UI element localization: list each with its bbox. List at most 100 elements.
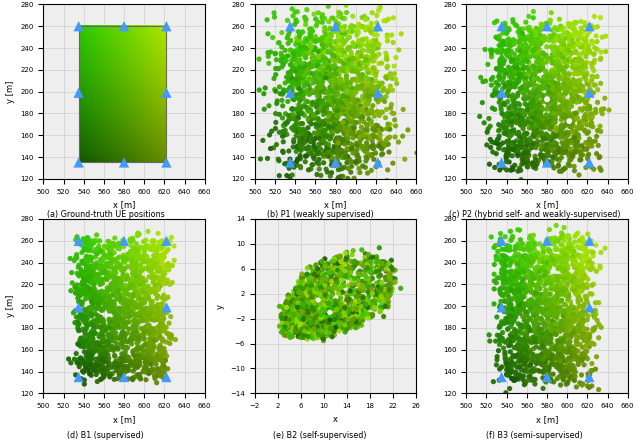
Point [486,76,497,83]
Point [107,343,117,350]
Point [548,102,558,109]
Point [125,237,135,244]
Point [89,346,99,353]
Point [296,287,307,294]
Point [337,35,347,42]
Point [565,272,575,279]
Point [579,145,589,152]
Point [575,55,585,62]
Point [324,285,334,292]
Point [516,342,527,349]
Point [343,99,353,106]
Point [538,49,548,56]
Point [318,137,328,144]
Point [577,43,587,50]
Point [303,46,313,53]
Point [538,362,548,369]
Point [554,65,564,72]
Point [387,101,397,108]
Point [294,312,304,319]
Point [528,160,538,167]
Point [340,303,351,310]
Point [106,300,116,307]
Point [514,66,524,73]
Point [361,302,371,309]
Point [69,356,79,363]
Point [133,295,143,302]
Point [327,87,337,94]
Point [552,155,562,162]
Point [544,36,554,43]
Point [324,76,335,83]
Point [329,97,339,104]
Point [562,249,572,256]
Point [305,26,315,33]
Point [301,54,311,61]
Point [340,321,350,328]
Point [516,263,526,271]
Point [135,310,145,317]
Point [299,290,309,297]
Point [119,259,129,266]
Point [525,316,535,323]
Point [558,347,568,354]
Point [148,259,158,267]
Point [548,37,559,44]
Point [80,291,90,298]
Point [112,312,122,320]
Point [76,338,86,345]
Point [312,304,322,311]
Point [310,44,320,51]
Point [92,232,102,239]
Point [550,132,561,139]
Point [508,255,518,262]
Point [526,144,536,151]
Point [345,63,355,70]
Point [331,120,341,127]
Point [113,259,124,267]
Point [311,121,321,128]
Point [322,143,332,150]
Point [548,133,558,141]
Point [531,144,541,151]
Point [301,21,311,28]
Point [604,107,614,114]
Point [276,52,287,59]
Point [156,280,166,287]
Point [298,95,308,102]
Point [312,287,323,294]
Point [551,150,561,157]
Point [529,309,539,316]
Point [141,368,151,375]
Point [301,67,311,74]
Point [532,305,542,312]
Point [527,103,537,110]
Point [81,339,92,346]
Point [287,160,297,167]
Point [540,297,550,305]
Point [342,153,353,160]
Point [296,305,307,312]
Point [374,41,384,48]
Point [107,264,117,271]
Point [499,79,509,86]
Point [597,34,607,41]
Point [317,82,328,89]
Point [328,271,338,278]
Point [538,369,548,376]
Point [112,295,122,302]
Point [276,29,287,36]
Point [514,118,524,126]
Point [514,271,524,278]
Point [157,237,168,244]
Point [323,330,333,337]
Point [558,142,568,149]
Point [585,139,595,146]
Point [131,267,141,274]
Point [353,61,363,69]
Point [371,87,381,94]
Point [74,298,84,305]
Point [343,165,353,172]
Point [577,320,588,327]
Point [333,312,343,319]
